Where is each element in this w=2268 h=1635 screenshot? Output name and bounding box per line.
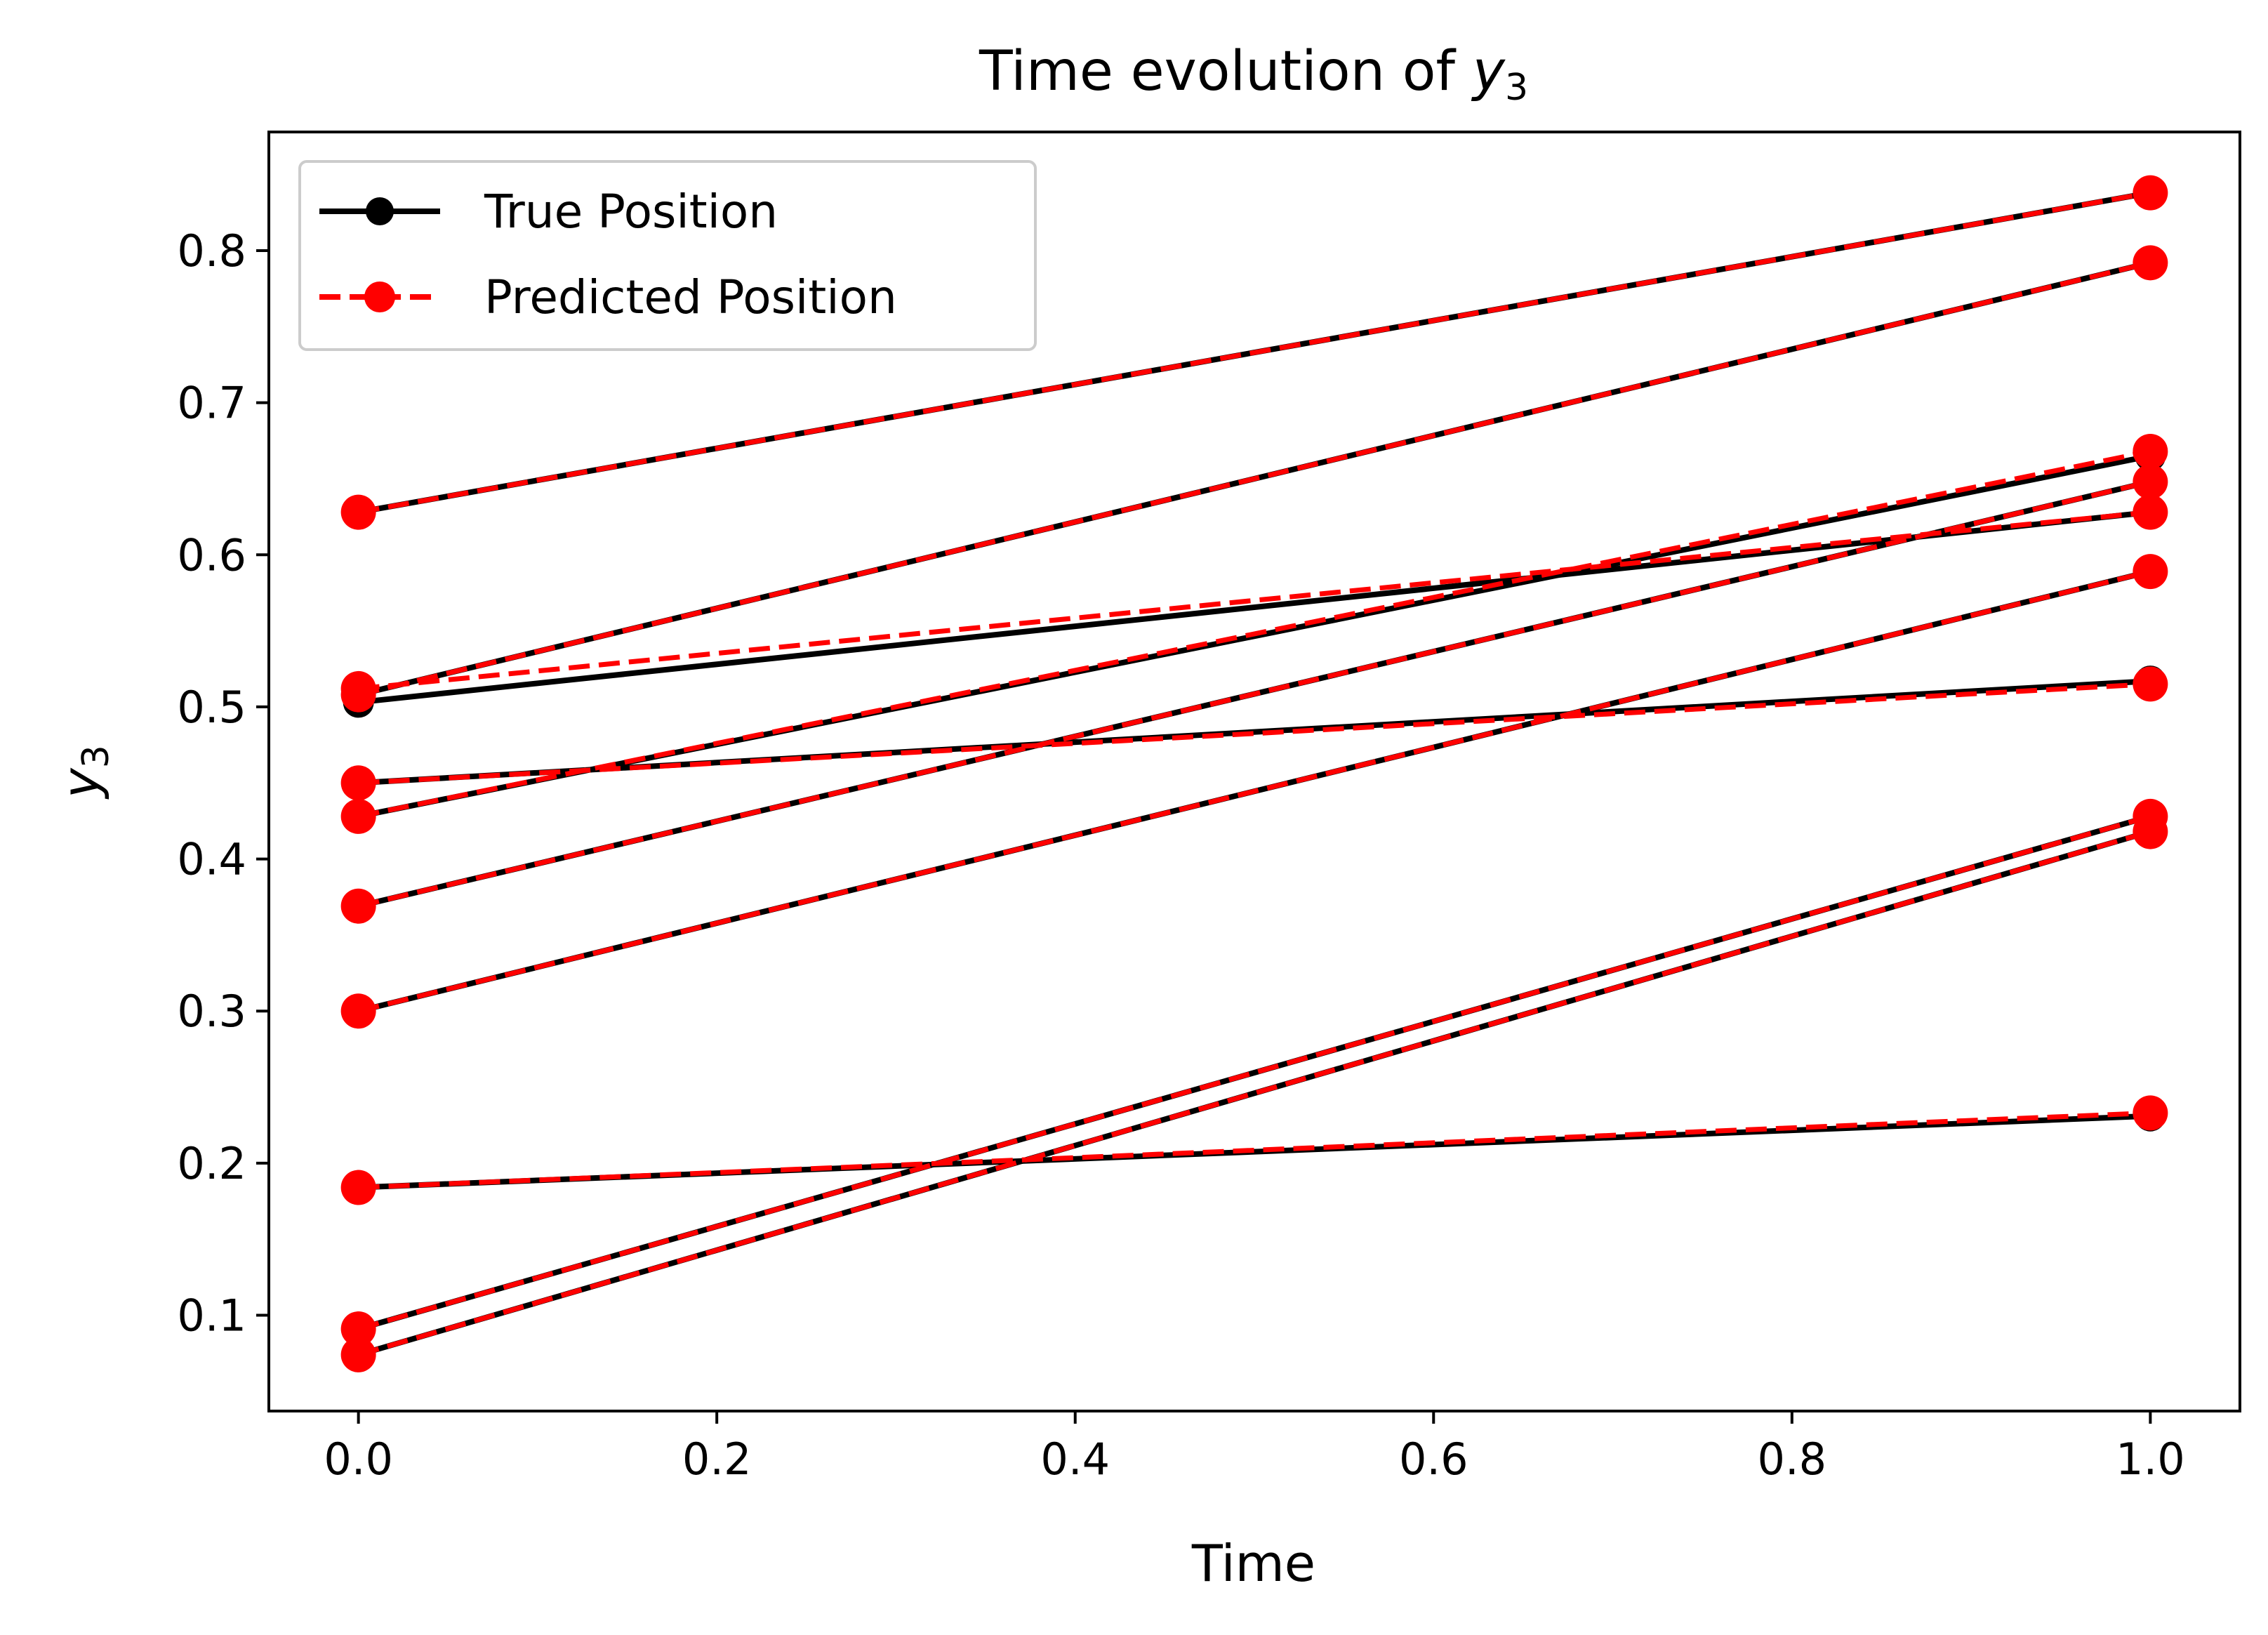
predicted-point-0-1 [2133, 175, 2168, 211]
legend-box [298, 160, 1037, 351]
x-tick-label: 0.2 [682, 1434, 752, 1485]
predicted-line-8 [357, 814, 2151, 1332]
y-tick-label: 0.6 [177, 529, 246, 581]
predicted-point-4-0 [340, 765, 376, 801]
predicted-point-2-1 [2133, 494, 2168, 530]
predicted-point-4-1 [2133, 666, 2168, 702]
predicted-line-5 [357, 479, 2151, 909]
predicted-line-7 [358, 1110, 2151, 1191]
predicted-line-9 [357, 829, 2151, 1358]
true-line-7 [358, 1113, 2151, 1191]
predicted-point-5-1 [2133, 464, 2168, 500]
predicted-point-8-0 [340, 1311, 376, 1347]
predicted-line-4 [358, 681, 2151, 786]
y-tick-label: 0.3 [177, 986, 246, 1037]
predicted-point-3-0 [340, 798, 376, 834]
predicted-point-7-0 [340, 1170, 376, 1205]
series-layer [340, 175, 2168, 1372]
plot-frame [267, 131, 2241, 1412]
y-tick-label: 0.5 [177, 682, 246, 733]
chart-title: Time evolution of y3 [979, 40, 1528, 109]
x-tick-label: 0.4 [1040, 1434, 1110, 1485]
true-line-2 [358, 509, 2151, 706]
legend-label-true: True Position [484, 185, 778, 239]
predicted-line-3 [357, 449, 2151, 819]
predicted-point-1-1 [2133, 245, 2168, 281]
predicted-point-7-1 [2133, 1095, 2168, 1131]
predicted-point-0-0 [340, 494, 376, 530]
true-line-4 [358, 678, 2151, 786]
y-axis-ticks: 0.1 0.2 0.3 0.4 0.5 0.6 0.7 0.8 [177, 225, 269, 1342]
legend: True Position Predicted Position [298, 160, 1037, 351]
x-axis-label: Time [1191, 1534, 1315, 1593]
x-tick-label: 0.0 [324, 1434, 393, 1485]
y-tick-label: 0.8 [177, 225, 246, 277]
y-tick-label: 0.4 [177, 834, 246, 885]
y-tick-label: 0.2 [177, 1138, 246, 1189]
x-tick-label: 1.0 [2116, 1434, 2185, 1485]
y-axis-label-variable: y [51, 767, 110, 800]
x-tick-label: 0.8 [1758, 1434, 1827, 1485]
y-axis-label-subscript: 3 [75, 745, 117, 768]
legend-label-predicted: Predicted Position [484, 270, 897, 324]
chart-title-subscript: 3 [1505, 67, 1528, 109]
predicted-point-9-1 [2133, 814, 2168, 849]
predicted-point-3-1 [2133, 433, 2168, 469]
y-tick-label: 0.7 [177, 378, 246, 429]
y-axis-label: y3 [51, 745, 117, 800]
predicted-point-5-0 [340, 888, 376, 924]
chart-title-variable: y [1471, 40, 1506, 103]
predicted-line-0 [358, 190, 2151, 515]
x-axis-ticks: 0.0 0.2 0.4 0.6 0.8 1.0 [324, 1411, 2185, 1485]
legend-marker-predicted [364, 282, 395, 312]
x-tick-label: 0.6 [1399, 1434, 1468, 1485]
predicted-line-1 [357, 260, 2151, 697]
predicted-point-6-0 [340, 993, 376, 1029]
predicted-line-6 [357, 569, 2151, 1014]
predicted-point-9-0 [340, 1337, 376, 1372]
y-tick-label: 0.1 [177, 1290, 246, 1342]
legend-marker-true [366, 197, 394, 225]
predicted-point-6-1 [2133, 554, 2168, 590]
predicted-point-2-0 [340, 670, 376, 706]
